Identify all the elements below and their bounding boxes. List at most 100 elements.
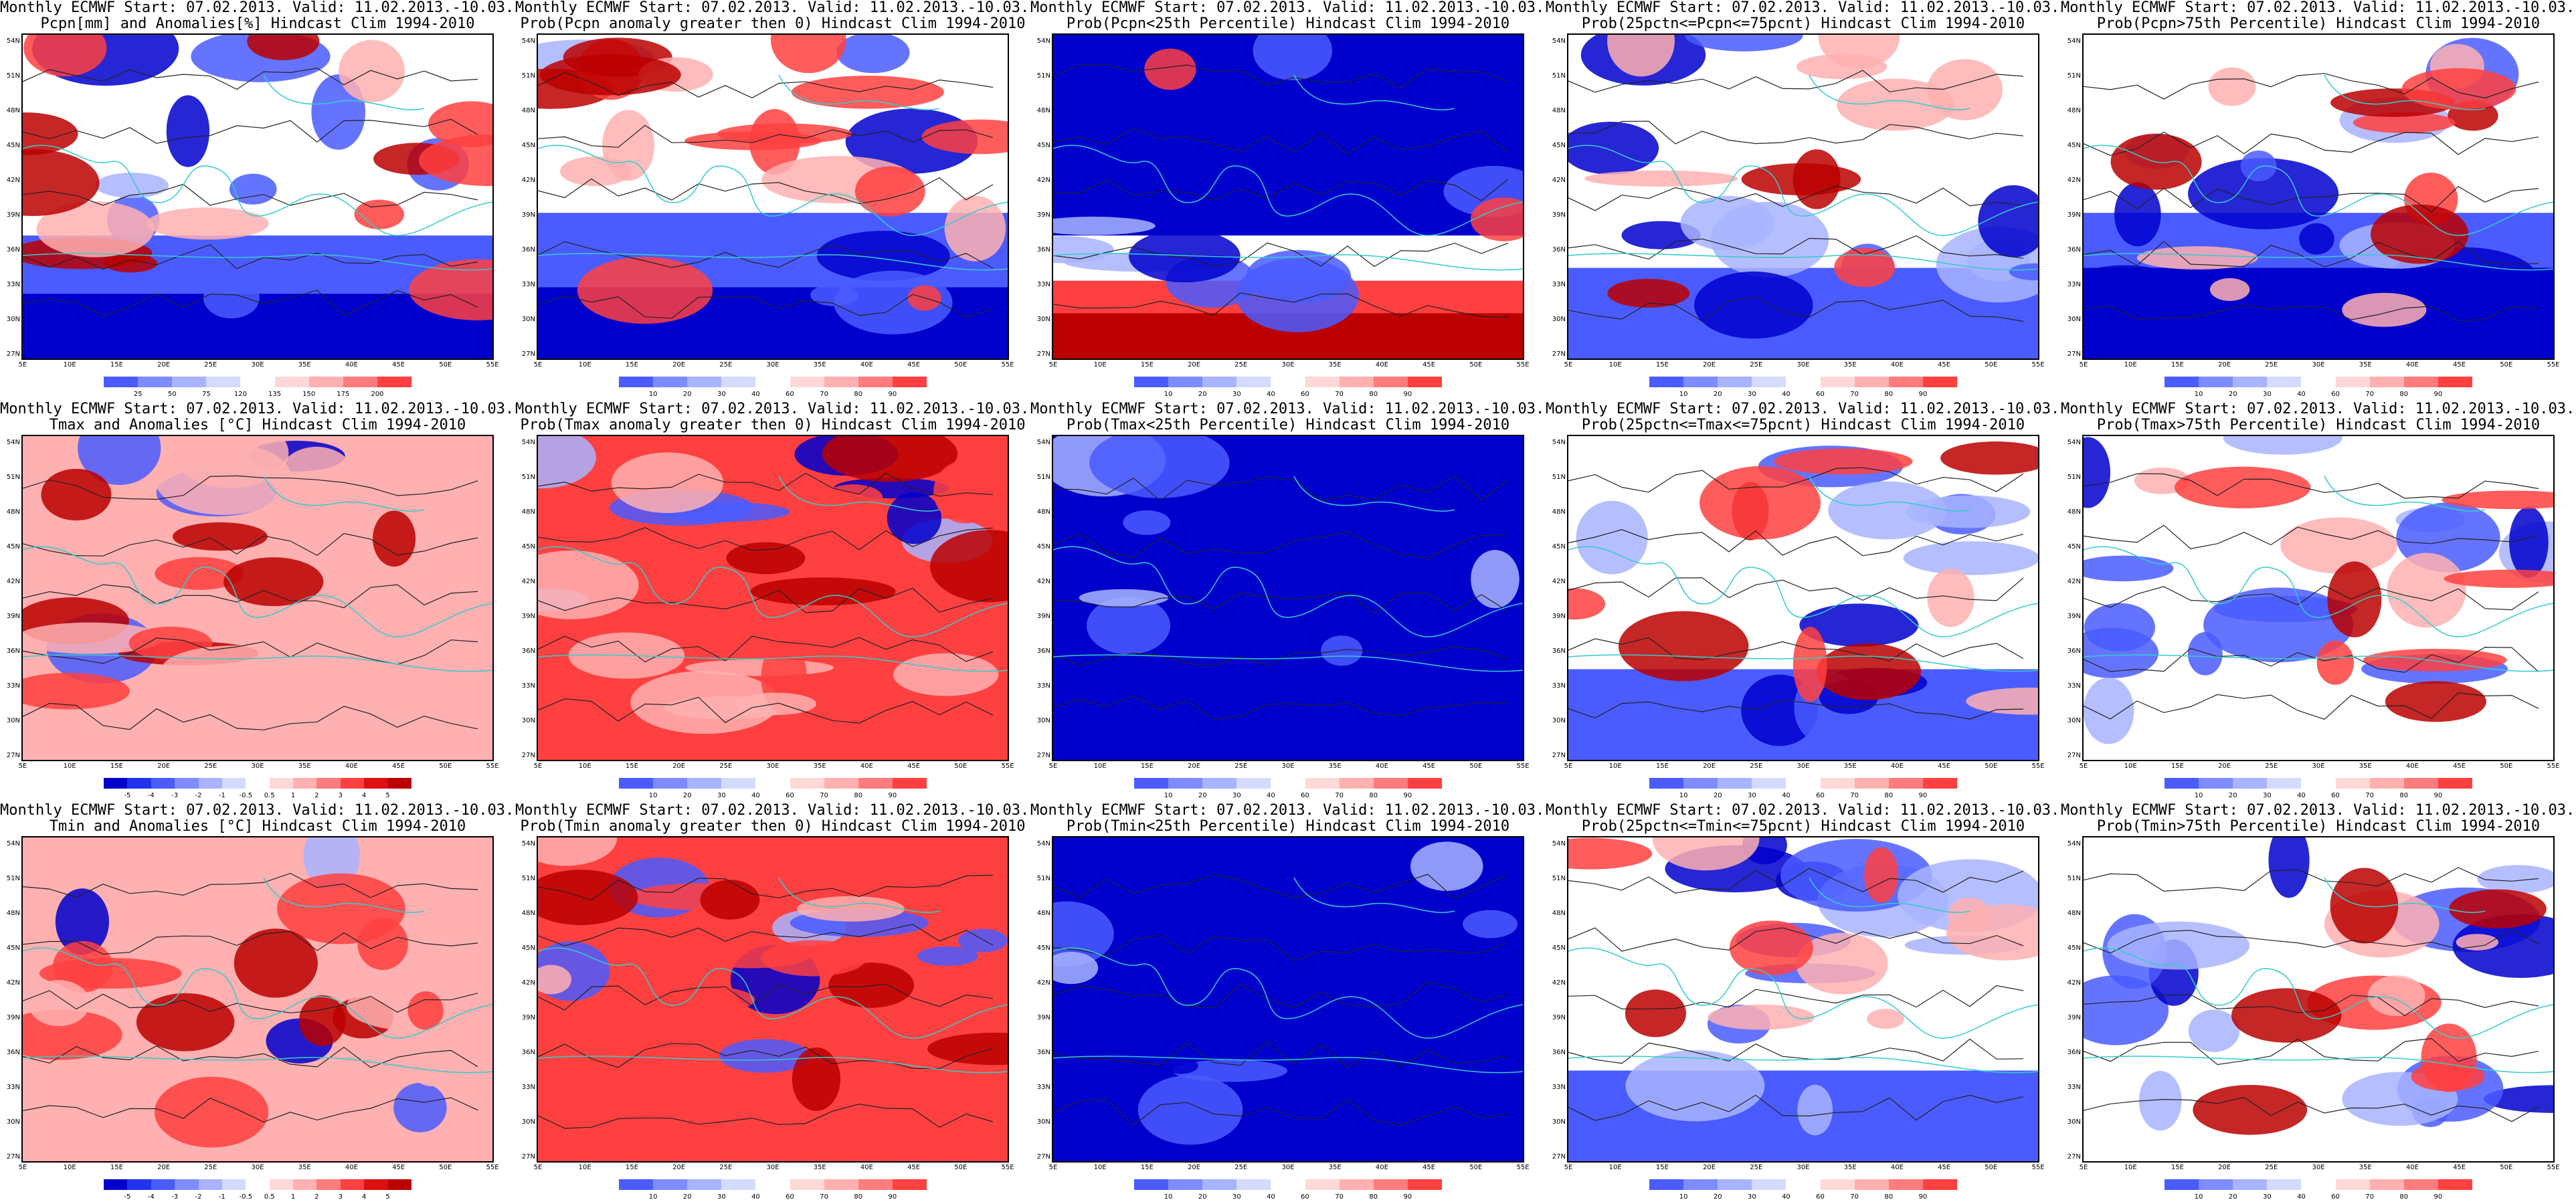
- red-anomaly-region: [1584, 170, 1738, 187]
- longitude-label: 15E: [625, 763, 638, 770]
- longitude-label: 55E: [2547, 763, 2560, 770]
- colorbar-tick-label: 90: [888, 1193, 897, 1201]
- latitude-label: 39N: [6, 613, 20, 620]
- colorbar-segment: [619, 778, 654, 789]
- red-anomaly-region: [540, 54, 681, 96]
- contour-line: [23, 68, 478, 90]
- latitude-label: 27N: [6, 1153, 20, 1161]
- latitude-label: 42N: [1552, 979, 1566, 987]
- contour-line: [538, 294, 994, 319]
- longitude-label: 15E: [1140, 763, 1154, 770]
- colorbar-segment: [2267, 778, 2302, 789]
- colorbar-segment: [1407, 377, 1443, 387]
- colorbar-segment: [721, 1179, 756, 1190]
- colorbar-segment: [1339, 1179, 1374, 1190]
- colorbar-segment: [364, 778, 389, 789]
- red-anomaly-region: [2231, 988, 2342, 1043]
- colorbar-tick-label: 10: [2194, 1193, 2203, 1201]
- coastline: [2084, 877, 2553, 1074]
- contour-line: [23, 118, 478, 144]
- blue-anomaly-region: [816, 231, 950, 281]
- latitude-label: 51N: [1036, 875, 1050, 882]
- latitude-label: 51N: [1552, 875, 1566, 882]
- longitude-label: 15E: [110, 361, 123, 369]
- panel-title: Monthly ECMWF Start: 07.02.2013. Valid: …: [1030, 803, 1546, 819]
- latitude-label: 33N: [1036, 1084, 1050, 1091]
- colorbar-segment: [2165, 377, 2199, 387]
- colorbar-segment: [2369, 377, 2405, 387]
- contour-line: [538, 72, 994, 98]
- longitude-label: 35E: [1843, 763, 1857, 770]
- latitude-label: 54N: [1552, 840, 1566, 847]
- blue-anomaly-region: [1903, 541, 2038, 575]
- colorbar-tick-label: 80: [1884, 1193, 1894, 1201]
- colorbar-segment: [151, 778, 175, 789]
- red-anomaly-region: [2208, 67, 2256, 106]
- latitude-label: 54N: [1552, 37, 1566, 45]
- map-field-svg: [1053, 837, 1523, 1161]
- latitude-label: 54N: [1036, 840, 1050, 847]
- longitude-label: 50E: [2500, 763, 2513, 770]
- map-panel-tmin-1: Monthly ECMWF Start: 07.02.2013. Valid: …: [0, 803, 515, 1204]
- colorbar: [1134, 377, 1443, 387]
- latitude-label: 45N: [1552, 543, 1566, 550]
- longitude-label: 25E: [1750, 361, 1763, 369]
- colorbar-tick-label: 40: [751, 391, 760, 398]
- contour-line: [1053, 475, 1509, 502]
- blue-anomaly-region: [836, 35, 910, 74]
- latitude-label: 45N: [1036, 142, 1050, 149]
- contour-line: [2084, 994, 2539, 1017]
- longitude-label: 55E: [1516, 361, 1530, 369]
- forecast-map: [1567, 435, 2039, 761]
- longitude-label: 50E: [1985, 763, 1998, 770]
- forecast-map: [1052, 33, 1524, 360]
- contour-line: [2084, 524, 2539, 549]
- latitude-label: 27N: [1036, 350, 1050, 358]
- red-anomaly-region: [373, 510, 416, 567]
- latitude-label: 54N: [521, 840, 535, 847]
- red-anomaly-region: [1741, 163, 1861, 195]
- latitude-label: 30N: [521, 316, 535, 323]
- panel-title: Monthly ECMWF Start: 07.02.2013. Valid: …: [1030, 0, 1546, 16]
- colorbar-segment: [858, 1179, 893, 1190]
- colorbar-segment: [1752, 778, 1786, 789]
- blue-anomaly-region: [1162, 1058, 1198, 1074]
- colorbar-tick-label: 70: [820, 391, 829, 398]
- latitude-label: 30N: [521, 1118, 535, 1126]
- latitude-label: 33N: [2067, 281, 2081, 288]
- red-anomaly-region: [23, 622, 165, 654]
- colorbar-segment: [151, 1179, 175, 1190]
- latitude-label: 30N: [2067, 316, 2081, 323]
- blue-anomaly-region: [1780, 839, 1932, 912]
- longitude-label: 35E: [813, 361, 826, 369]
- red-anomaly-region: [1867, 1009, 1904, 1029]
- colorbar-segment: [1236, 778, 1271, 789]
- colorbar-tick-label: 10: [648, 391, 658, 398]
- colorbar-tick-label: 4: [362, 1193, 367, 1201]
- red-anomaly-region: [1927, 59, 2003, 120]
- colorbar-segment: [1820, 1179, 1855, 1190]
- contour-line: [2084, 131, 2539, 156]
- latitude-label: 45N: [521, 142, 535, 149]
- colorbar-tick-label: 90: [2433, 1193, 2443, 1201]
- colorbar-tick-label: 70: [2365, 1193, 2375, 1201]
- red-anomaly-region: [23, 672, 130, 710]
- red-anomaly-region: [1864, 847, 1899, 903]
- longitude-label: 35E: [1328, 361, 1342, 369]
- longitude-label: 25E: [1234, 361, 1248, 369]
- latitude-label: 48N: [1036, 107, 1050, 114]
- longitude-label: 45E: [392, 763, 405, 770]
- latitude-label: 48N: [521, 107, 535, 114]
- longitude-label: 10E: [63, 763, 76, 770]
- colorbar-tick-label: 60: [1301, 1193, 1309, 1201]
- colorbar-segment: [1134, 377, 1169, 387]
- colorbar: [2165, 1179, 2473, 1190]
- contour-line: [538, 696, 994, 724]
- colorbar-segment: [824, 377, 859, 387]
- longitude-label: 25E: [1234, 763, 1248, 770]
- colorbar-segment: [1271, 1179, 1306, 1190]
- latitude-label: 42N: [2067, 177, 2081, 184]
- contour-line: [1053, 981, 1509, 1009]
- colorbar-tick-label: 4: [362, 792, 367, 799]
- longitude-label: 5E: [1564, 361, 1573, 369]
